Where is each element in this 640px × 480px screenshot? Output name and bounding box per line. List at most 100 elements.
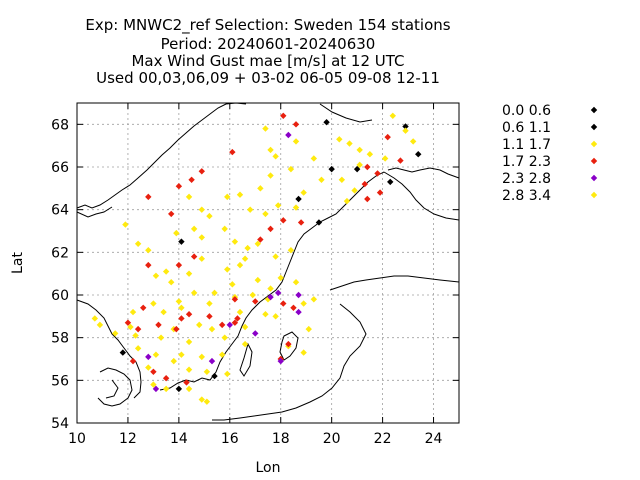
station-point (241, 323, 249, 331)
legend-label: 1.7 2.3 (502, 154, 551, 170)
station-point (173, 229, 180, 237)
legend-label: 2.8 3.4 (502, 188, 551, 204)
station-point (226, 321, 233, 329)
station-point (190, 253, 198, 260)
station-point (402, 127, 409, 134)
station-point (415, 151, 422, 158)
x-tick-label: 24 (425, 431, 443, 447)
station-point (231, 319, 239, 326)
station-point (336, 136, 343, 143)
station-point (252, 298, 259, 305)
station-point (145, 193, 152, 201)
y-tick-label: 62 (51, 245, 69, 261)
station-point (374, 170, 381, 177)
station-point (295, 195, 302, 203)
station-point (257, 236, 264, 243)
station-point (254, 240, 262, 247)
station-point (257, 185, 264, 192)
station-point (198, 396, 205, 403)
station-point (361, 180, 368, 188)
station-point (262, 210, 269, 218)
station-point (236, 261, 244, 269)
station-point (300, 300, 307, 307)
station-point (178, 351, 185, 358)
chart-title: Exp: MNWC2_ref Selection: Sweden 154 sta… (85, 16, 450, 87)
station-point (267, 293, 274, 301)
station-point (157, 334, 165, 341)
title-line-4: Used 00,03,06,09 + 03-02 06-05 09-08 12-… (96, 69, 440, 87)
station-point (234, 315, 241, 322)
y-tick-label: 54 (51, 416, 69, 432)
station-point (252, 330, 259, 337)
x-tick-label: 12 (119, 431, 137, 447)
data-points (91, 112, 422, 405)
station-point (397, 157, 404, 164)
station-point (211, 372, 218, 380)
station-point (150, 368, 157, 375)
x-tick-label: 10 (68, 431, 86, 447)
station-point (198, 206, 205, 213)
station-point (168, 279, 175, 286)
legend-label: 0.0 0.6 (502, 103, 551, 119)
station-point (208, 357, 216, 365)
station-point (145, 353, 152, 361)
station-point (366, 151, 374, 158)
station-point (267, 225, 274, 233)
station-point (122, 221, 129, 228)
station-point (409, 138, 417, 145)
station-point (254, 276, 262, 284)
station-point (267, 172, 274, 179)
station-point (323, 119, 330, 126)
y-tick-label: 60 (51, 288, 69, 304)
station-point (155, 321, 162, 329)
axis-ticks: 10 12 14 16 18 20 22 24 54 56 58 60 62 64 66 68 (51, 103, 459, 447)
y-tick-label: 58 (51, 331, 69, 347)
station-point (292, 204, 300, 211)
station-point (272, 153, 279, 160)
station-point (305, 325, 312, 333)
station-point (267, 285, 274, 292)
station-point (175, 183, 183, 190)
station-point (150, 381, 157, 388)
station-point (272, 313, 279, 320)
station-point (132, 332, 139, 339)
station-point (152, 272, 160, 279)
station-point (292, 121, 300, 128)
station-point (274, 289, 282, 297)
station-point (218, 351, 226, 358)
station-point (231, 296, 239, 303)
station-point (183, 379, 190, 386)
station-point (208, 325, 216, 333)
station-point (300, 349, 307, 356)
station-point (129, 357, 137, 365)
station-point (280, 217, 287, 224)
legend-marker (590, 191, 598, 199)
station-point (315, 219, 323, 226)
station-point (236, 308, 244, 316)
station-point (134, 345, 142, 352)
station-point (198, 255, 205, 262)
station-point (376, 189, 384, 196)
station-point (364, 195, 371, 203)
station-point (152, 385, 160, 393)
station-point (211, 289, 218, 297)
station-point (134, 325, 142, 333)
grid (77, 103, 459, 423)
station-point (236, 191, 244, 198)
station-point (292, 279, 300, 286)
station-point (249, 291, 256, 299)
station-point (277, 357, 284, 365)
station-point (262, 125, 269, 132)
station-point (119, 349, 127, 356)
legend-label: 0.6 1.1 (502, 120, 551, 136)
station-point (402, 123, 409, 130)
station-point (145, 247, 152, 254)
legend-label: 1.1 1.7 (502, 137, 551, 153)
station-point (198, 353, 205, 361)
station-point (185, 385, 193, 393)
station-point (203, 368, 211, 375)
station-point (190, 225, 198, 233)
station-point (96, 321, 104, 329)
station-point (91, 315, 99, 322)
station-point (170, 357, 177, 365)
